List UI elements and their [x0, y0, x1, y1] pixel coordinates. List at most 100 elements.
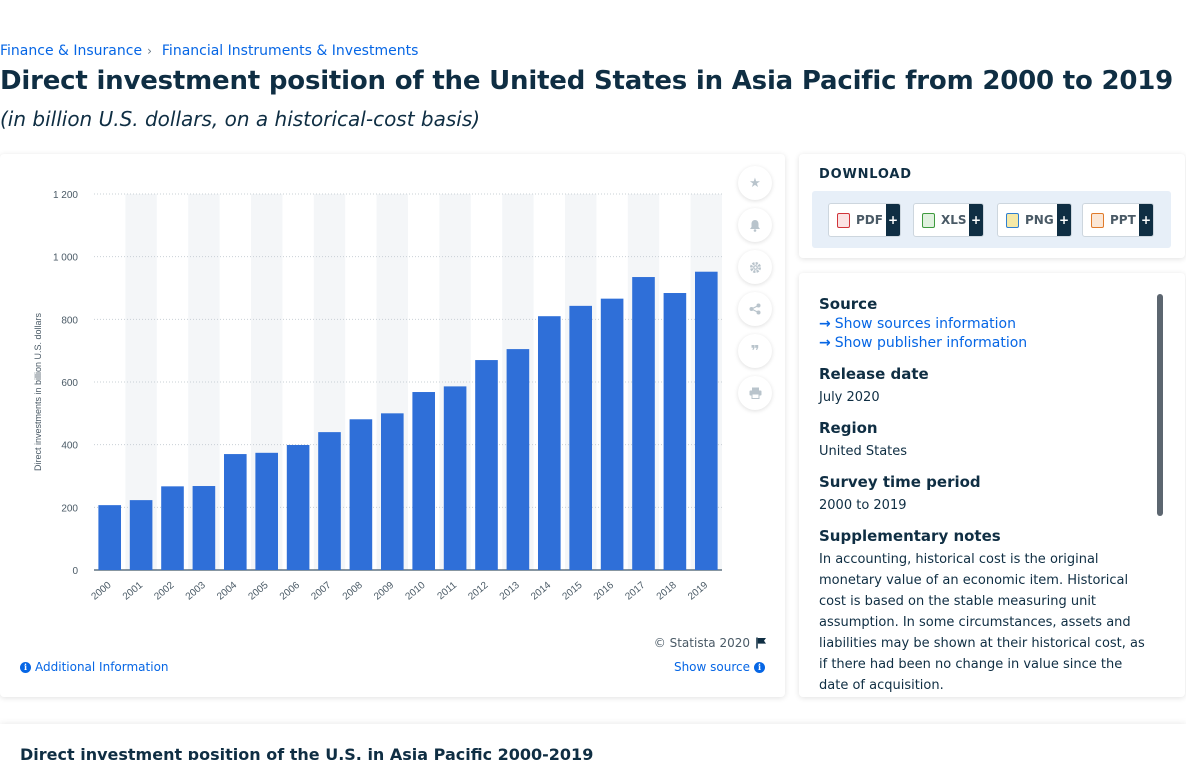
download-pdf-button[interactable]: PDF +	[828, 203, 901, 237]
bar	[161, 486, 184, 570]
region-value: United States	[819, 444, 908, 459]
bar	[349, 419, 373, 570]
supplementary-notes-label: Supplementary notes	[819, 527, 1001, 545]
x-tick-label: 2004	[215, 580, 239, 603]
info-content: Source → Show sources information → Show…	[819, 295, 1149, 696]
plus-icon: +	[1139, 204, 1153, 236]
download-pdf-label: PDF	[856, 213, 883, 227]
bar	[192, 486, 216, 570]
flag-icon[interactable]	[756, 637, 767, 649]
download-buttons: PDF + XLS + PNG + PPT +	[812, 191, 1171, 248]
x-tick-label: 2010	[404, 580, 428, 603]
show-publisher-link[interactable]: → Show publisher information	[819, 335, 1149, 351]
additional-info-link[interactable]: i Additional Information	[20, 660, 169, 674]
x-tick-label: 2000	[90, 580, 114, 603]
gear-icon	[749, 261, 761, 273]
x-tick-label: 2016	[592, 580, 616, 603]
y-tick-label: 400	[61, 441, 78, 452]
x-tick-label: 2009	[372, 580, 396, 603]
pdf-file-icon	[837, 212, 850, 228]
supplementary-notes-value: In accounting, historical cost is the or…	[819, 552, 1145, 693]
bottom-section-title: Direct investment position of the U.S. i…	[20, 745, 594, 760]
download-png-label: PNG	[1025, 213, 1054, 227]
png-file-icon	[1006, 212, 1019, 228]
chart-card: 0 200 400 600 800 1 000 1 200 2000 2001 2002 2003 2…	[0, 154, 785, 697]
y-tick-label: 1 000	[53, 253, 78, 264]
copyright: © Statista 2020	[654, 636, 767, 650]
y-tick-label: 0	[72, 566, 78, 577]
x-tick-label: 2005	[247, 580, 271, 603]
show-source-label: Show source	[673, 660, 750, 674]
bar	[475, 360, 498, 570]
breadcrumb-item-financial-instruments[interactable]: Financial Instruments & Investments	[161, 43, 419, 59]
arrow-right-icon: →	[819, 316, 831, 332]
printer-icon	[749, 387, 761, 399]
print-button[interactable]	[738, 376, 772, 410]
quote-icon: ❞	[750, 342, 760, 360]
plus-icon: +	[1057, 204, 1071, 236]
share-icon	[749, 303, 761, 315]
bar	[569, 305, 593, 570]
x-tick-label: 2006	[278, 580, 302, 603]
bar	[286, 444, 310, 570]
x-tick-label: 2014	[529, 580, 553, 603]
breadcrumb-item-finance[interactable]: Finance & Insurance	[0, 43, 143, 59]
plus-icon: +	[886, 204, 900, 236]
bar	[663, 293, 687, 570]
share-button[interactable]	[738, 292, 772, 326]
bottom-band	[0, 724, 1186, 760]
bar	[600, 298, 624, 570]
x-tick-label: 2019	[686, 580, 710, 603]
source-label: Source	[819, 295, 878, 313]
x-tick-label: 2012	[466, 580, 490, 603]
bar	[380, 413, 404, 570]
page-subtitle: (in billion U.S. dollars, on a historica…	[0, 107, 481, 131]
bar	[443, 386, 467, 570]
chart-tools: ★ ❞	[738, 166, 772, 418]
download-ppt-label: PPT	[1110, 213, 1136, 227]
cite-button[interactable]: ❞	[738, 334, 772, 368]
download-title: DOWNLOAD	[819, 167, 912, 182]
download-xls-button[interactable]: XLS +	[913, 203, 984, 237]
download-xls-label: XLS	[941, 213, 967, 227]
x-tick-label: 2008	[341, 580, 365, 603]
x-tick-label: 2015	[561, 580, 585, 603]
y-tick-label: 800	[61, 315, 78, 326]
bar	[318, 432, 341, 570]
info-scrollbar[interactable]	[1157, 294, 1163, 516]
bell-icon	[750, 219, 760, 232]
info-icon: i	[754, 661, 765, 673]
download-card: DOWNLOAD PDF + XLS + PNG + PPT +	[799, 154, 1185, 258]
show-sources-link[interactable]: → Show sources information	[819, 316, 1149, 332]
settings-button[interactable]	[738, 250, 772, 284]
show-sources-label: Show sources information	[834, 316, 1016, 332]
favorite-button[interactable]: ★	[738, 166, 772, 200]
info-icon: i	[20, 661, 31, 673]
show-source-link[interactable]: Show source i	[674, 660, 765, 674]
bar	[537, 316, 561, 570]
download-ppt-button[interactable]: PPT +	[1082, 203, 1154, 237]
bar	[98, 505, 122, 570]
bar	[632, 277, 655, 570]
additional-info-label: Additional Information	[35, 660, 169, 674]
y-tick-label: 600	[61, 378, 78, 389]
x-tick-label: 2017	[623, 580, 647, 603]
download-png-button[interactable]: PNG +	[997, 203, 1072, 237]
bar	[694, 271, 718, 570]
page-title: Direct investment position of the United…	[0, 66, 1174, 96]
bar	[506, 349, 530, 570]
bar	[412, 392, 436, 570]
breadcrumb: Finance & Insurance › Financial Instrume…	[0, 43, 418, 59]
release-date-value: July 2020	[819, 390, 880, 405]
bar	[223, 454, 247, 570]
x-tick-label: 2003	[184, 580, 208, 603]
star-icon: ★	[749, 175, 761, 191]
survey-period-value: 2000 to 2019	[819, 498, 907, 513]
notification-button[interactable]	[738, 208, 772, 242]
y-axis-title: Direct investments in billion U.S. dolla…	[33, 312, 43, 471]
survey-period-label: Survey time period	[819, 473, 981, 491]
ppt-file-icon	[1091, 212, 1104, 228]
arrow-right-icon: →	[819, 335, 831, 351]
bar	[255, 452, 279, 570]
plus-icon: +	[969, 204, 983, 236]
